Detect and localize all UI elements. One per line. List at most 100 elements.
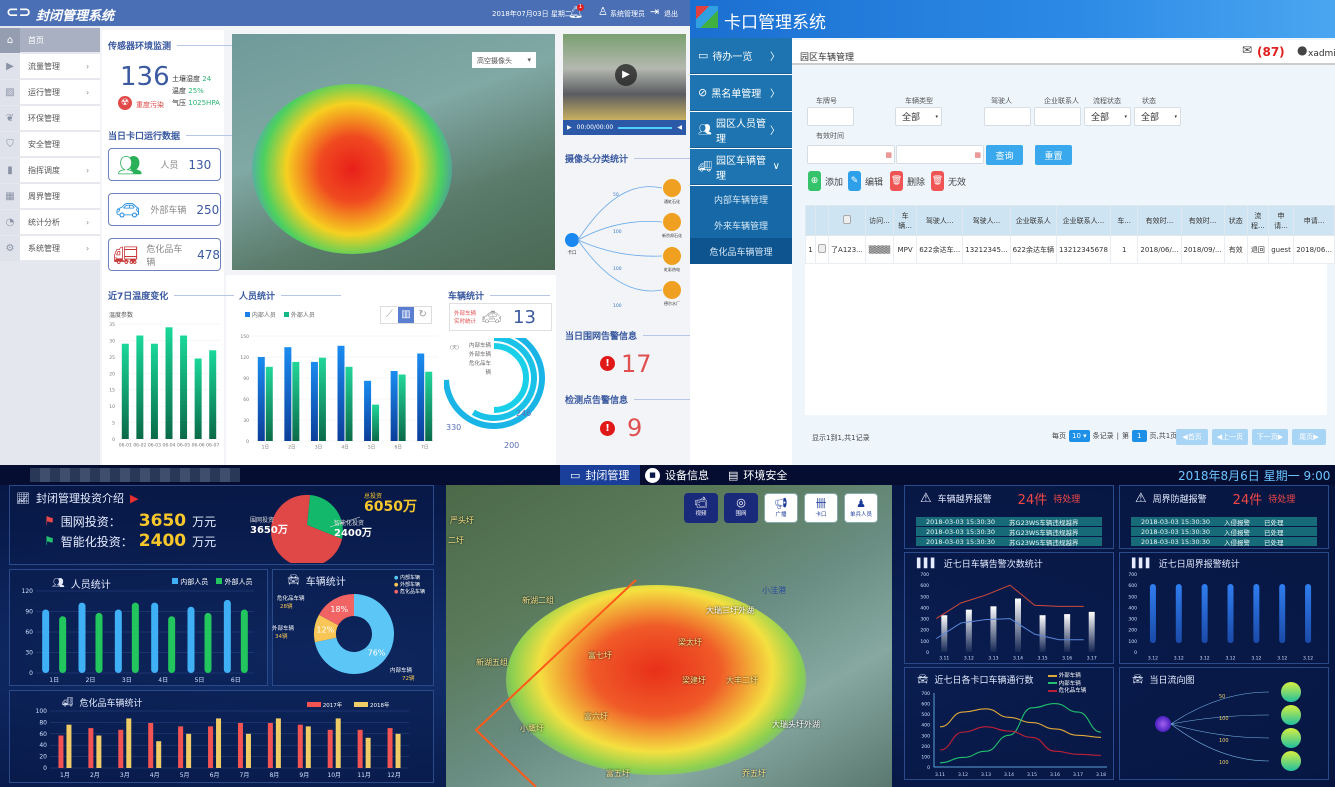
donut-slice[interactable] bbox=[314, 594, 394, 674]
column-header[interactable]: 有效时... bbox=[1180, 205, 1225, 236]
sidebar-item[interactable]: 🚚︎ 园区车辆管理 ∨ bbox=[690, 149, 792, 185]
query-button[interactable]: 查询 bbox=[986, 145, 1023, 165]
bar[interactable] bbox=[1088, 611, 1095, 652]
bar[interactable] bbox=[88, 728, 94, 768]
invalidate-button[interactable]: 🗑︎ 无效 bbox=[931, 171, 966, 191]
bar[interactable] bbox=[257, 357, 265, 441]
select-all-checkbox[interactable] bbox=[828, 205, 866, 236]
column-header[interactable]: 车辆... bbox=[893, 205, 918, 236]
bar[interactable] bbox=[245, 733, 251, 768]
edit-button[interactable]: ✎ 编辑 bbox=[848, 171, 883, 191]
bar[interactable] bbox=[305, 726, 311, 768]
bar[interactable] bbox=[96, 735, 102, 768]
bar[interactable] bbox=[148, 722, 154, 768]
bar[interactable] bbox=[223, 599, 231, 673]
sidebar-item[interactable]: ▶ 流量管理 › bbox=[0, 53, 100, 79]
bar[interactable] bbox=[1305, 584, 1312, 644]
series-line[interactable] bbox=[939, 703, 1102, 764]
bar[interactable] bbox=[121, 343, 129, 439]
logout-link[interactable]: 退出 bbox=[664, 10, 678, 18]
bar[interactable] bbox=[337, 345, 345, 441]
bar[interactable] bbox=[357, 729, 363, 768]
ring-arc[interactable] bbox=[471, 338, 537, 421]
target-node[interactable] bbox=[663, 281, 681, 299]
target-node[interactable] bbox=[1281, 682, 1301, 702]
bar[interactable] bbox=[216, 718, 222, 768]
legend-item[interactable]: 内部人员 bbox=[172, 577, 208, 587]
bar[interactable] bbox=[114, 609, 122, 673]
bar[interactable] bbox=[131, 602, 139, 673]
next-page-button[interactable]: 下一页 ▶ bbox=[1252, 429, 1288, 445]
bar[interactable] bbox=[58, 735, 64, 768]
alarm-row[interactable]: 2018-03-03 15:30:30 苏G23WS车辆违规越界 bbox=[916, 537, 1102, 547]
series-line[interactable] bbox=[939, 708, 1102, 738]
bar[interactable] bbox=[42, 609, 50, 673]
sidebar-item[interactable]: ⛉ 安全管理 bbox=[0, 131, 100, 157]
bar[interactable] bbox=[118, 729, 124, 768]
map-layer-button[interactable]: ◎ 围网 bbox=[724, 493, 758, 523]
bar[interactable] bbox=[364, 380, 372, 441]
bar[interactable] bbox=[398, 374, 406, 442]
sidebar-item[interactable]: ▭ 待办一览 〉 bbox=[690, 38, 792, 74]
mail-count[interactable]: (87) bbox=[1257, 45, 1285, 59]
plate-input[interactable] bbox=[807, 107, 854, 126]
heat-map[interactable]: 高空摄像头 ▾ bbox=[232, 34, 555, 270]
gate-people-card[interactable]: 👥︎ 人员 130 bbox=[108, 148, 221, 181]
row-checkbox[interactable] bbox=[815, 235, 830, 264]
reset-button[interactable]: 重置 bbox=[1035, 145, 1072, 165]
bar[interactable] bbox=[240, 609, 248, 673]
bar[interactable] bbox=[194, 358, 202, 440]
bar[interactable] bbox=[345, 366, 353, 441]
bar[interactable] bbox=[186, 733, 192, 768]
target-node[interactable] bbox=[663, 179, 681, 197]
contact-input[interactable] bbox=[1034, 107, 1081, 126]
target-node[interactable] bbox=[1281, 751, 1301, 771]
bar[interactable] bbox=[318, 357, 326, 441]
bar[interactable] bbox=[126, 718, 132, 768]
bar[interactable] bbox=[425, 371, 433, 441]
logout-icon[interactable]: ⇥ bbox=[650, 5, 660, 18]
first-page-button[interactable]: ◀ 首页 bbox=[1176, 429, 1208, 445]
sidebar-item[interactable]: ◔ 统计分析 › bbox=[0, 209, 100, 235]
source-node[interactable] bbox=[565, 233, 579, 247]
user-name[interactable]: xadmin bbox=[1308, 49, 1335, 59]
tab-environment-safety[interactable]: ▤ 环境安全 bbox=[728, 468, 788, 483]
target-node[interactable] bbox=[1281, 728, 1301, 748]
sidebar-item[interactable]: ⊘ 黑名单管理〉 bbox=[690, 75, 792, 111]
line-chart-icon[interactable]: ⟋ bbox=[385, 309, 393, 320]
bar[interactable] bbox=[1253, 584, 1260, 644]
bar[interactable] bbox=[1175, 584, 1182, 644]
bar[interactable] bbox=[187, 606, 195, 673]
bar[interactable] bbox=[417, 353, 425, 442]
bar[interactable] bbox=[1064, 614, 1071, 652]
prev-page-button[interactable]: ◀ 上一页 bbox=[1212, 429, 1248, 445]
series-line[interactable] bbox=[939, 726, 1102, 756]
ring-arc[interactable] bbox=[444, 338, 545, 429]
map-layer-button[interactable]: 📹︎ 视频 bbox=[684, 493, 718, 523]
bar[interactable] bbox=[1149, 584, 1156, 644]
bar[interactable] bbox=[965, 609, 972, 652]
column-header[interactable]: 有效时... bbox=[1137, 205, 1182, 236]
column-header[interactable]: 申请... bbox=[1267, 205, 1295, 236]
video-progress[interactable] bbox=[618, 126, 673, 129]
play-button[interactable]: ▶ bbox=[567, 124, 572, 131]
donut-slice[interactable] bbox=[314, 614, 339, 643]
gate-external-vehicle-card[interactable]: 🚗︎ 外部车辆 250 bbox=[108, 193, 221, 226]
column-header[interactable]: 企业联系人 bbox=[1009, 205, 1057, 236]
sidebar-item[interactable]: ▨ 运行管理 › bbox=[0, 79, 100, 105]
source-node[interactable] bbox=[1155, 716, 1171, 732]
camera-type-select[interactable]: 高空摄像头 ▾ bbox=[472, 52, 536, 68]
bar[interactable] bbox=[372, 404, 380, 441]
submenu-item[interactable]: 外来车辆管理 bbox=[690, 212, 792, 238]
ring-arc[interactable] bbox=[493, 343, 529, 413]
column-header[interactable] bbox=[804, 205, 817, 236]
state-select[interactable]: 全部 ▾ bbox=[1134, 107, 1181, 126]
bar[interactable] bbox=[1279, 584, 1286, 644]
bar[interactable] bbox=[150, 343, 158, 439]
legend-item[interactable]: 2017年 bbox=[307, 701, 342, 709]
bar[interactable] bbox=[151, 602, 159, 673]
bar[interactable] bbox=[237, 722, 243, 768]
sidebar-item[interactable]: ⌂ 首页 bbox=[0, 27, 100, 53]
bar[interactable] bbox=[390, 371, 398, 441]
bar[interactable] bbox=[180, 335, 188, 440]
